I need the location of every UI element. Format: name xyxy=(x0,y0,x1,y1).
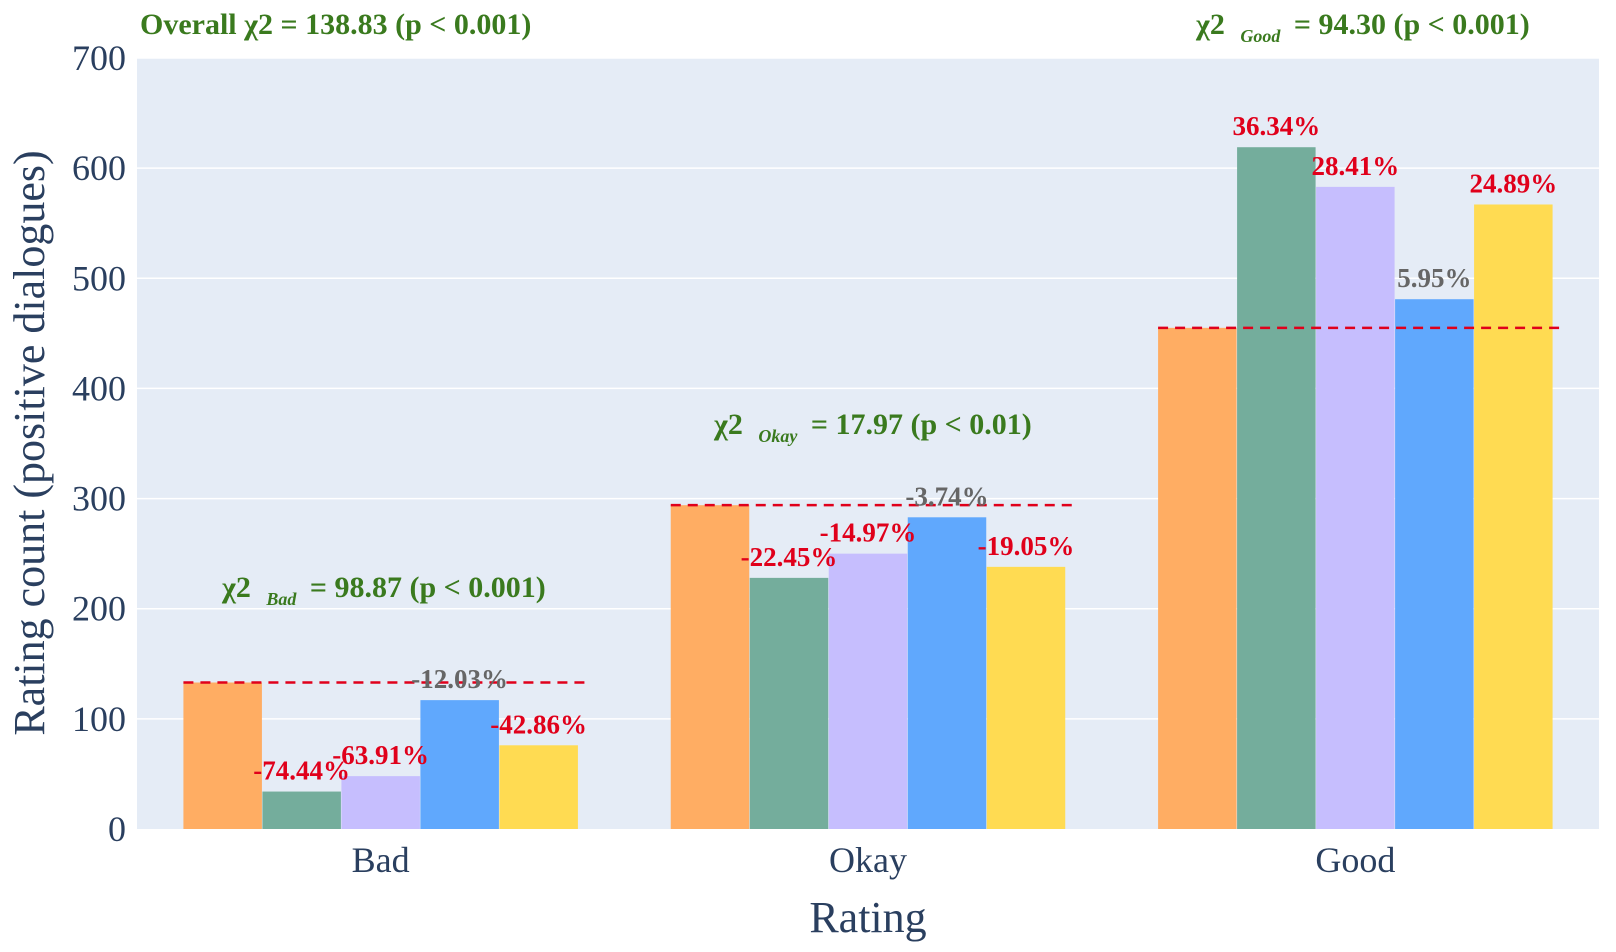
y-tick-700: 700 xyxy=(72,38,126,78)
y-tick-200: 200 xyxy=(72,589,126,629)
bad-chi2-symbol: χ2 xyxy=(221,571,251,604)
okay-chi2-subscript: Okay xyxy=(758,426,798,446)
bar-label-okay-5: -19.05% xyxy=(978,531,1075,561)
bar-bad-3 xyxy=(341,776,420,829)
good-chi2-value: = 94.30 (p < 0.001) xyxy=(1294,8,1530,41)
bar-labels: -74.44%-63.91% -12.03% -42.86% -22.45%-14.9… xyxy=(253,111,1557,785)
bar-label-bad-3: -63.91% xyxy=(332,740,429,770)
bar-bad-2 xyxy=(262,791,341,829)
bar-label-good-2: 36.34% xyxy=(1232,111,1320,141)
bar-label-good-5: 24.89% xyxy=(1469,168,1557,198)
y-tick-100: 100 xyxy=(72,699,126,739)
y-tick-0: 0 xyxy=(108,809,126,849)
x-axis-title: Rating xyxy=(809,893,926,942)
y-tick-labels: 0 100 200 300 400 500 600 700 xyxy=(72,38,126,849)
bar-okay-1 xyxy=(670,505,750,829)
bar-good-4 xyxy=(1395,299,1474,829)
bar-good-5 xyxy=(1474,204,1553,830)
bad-chi2-annotation: χ2 Bad = 98.87 (p < 0.001) xyxy=(221,571,546,612)
bar-okay-2 xyxy=(749,577,829,829)
x-tick-labels: Bad Okay Good xyxy=(352,840,1396,880)
good-chi2-symbol: χ2 xyxy=(1195,8,1225,41)
bad-chi2-value: = 98.87 (p < 0.001) xyxy=(310,571,546,604)
bar-bad-5 xyxy=(499,745,578,829)
y-tick-600: 600 xyxy=(72,148,126,188)
bar-okay-4 xyxy=(907,517,987,829)
y-tick-500: 500 xyxy=(72,258,126,298)
bar-label-bad-5: -42.86% xyxy=(490,709,587,739)
bar-label-bad-2: -74.44% xyxy=(253,756,350,786)
y-axis-title: Rating count (positive dialogues) xyxy=(5,150,54,735)
x-tick-bad: Bad xyxy=(352,840,410,880)
bar-good-1 xyxy=(1158,327,1237,829)
bar-okay-5 xyxy=(986,566,1066,829)
bar-label-good-3: 28.41% xyxy=(1311,151,1399,181)
bar-okay-3 xyxy=(828,553,908,829)
bar-good-2 xyxy=(1237,147,1316,830)
bar-label-okay-2: -22.45% xyxy=(741,542,838,572)
okay-chi2-value: = 17.97 (p < 0.01) xyxy=(811,408,1032,441)
okay-chi2-annotation: χ2 Okay = 17.97 (p < 0.01) xyxy=(713,408,1032,449)
bar-label-bad-4: -12.03% xyxy=(411,664,508,694)
bar-label-good-4: 5.95% xyxy=(1397,263,1471,293)
bar-bad-1 xyxy=(183,682,262,829)
okay-chi2-symbol: χ2 xyxy=(713,408,743,441)
bar-label-okay-3: -14.97% xyxy=(820,518,917,548)
y-tick-300: 300 xyxy=(72,479,126,519)
y-tick-400: 400 xyxy=(72,368,126,408)
bad-chi2-subscript: Bad xyxy=(265,589,297,609)
bars xyxy=(183,147,1553,830)
overall-chi2-annotation: Overall χ2 = 138.83 (p < 0.001) xyxy=(140,8,531,41)
bar-bad-4 xyxy=(420,700,499,829)
good-chi2-subscript: Good xyxy=(1240,26,1281,46)
bar-label-okay-4: -3.74% xyxy=(905,481,988,511)
bar-good-3 xyxy=(1316,186,1395,830)
x-tick-okay: Okay xyxy=(829,840,907,880)
x-tick-good: Good xyxy=(1315,840,1395,880)
good-chi2-annotation: χ2 Good = 94.30 (p < 0.001) xyxy=(1195,8,1530,49)
